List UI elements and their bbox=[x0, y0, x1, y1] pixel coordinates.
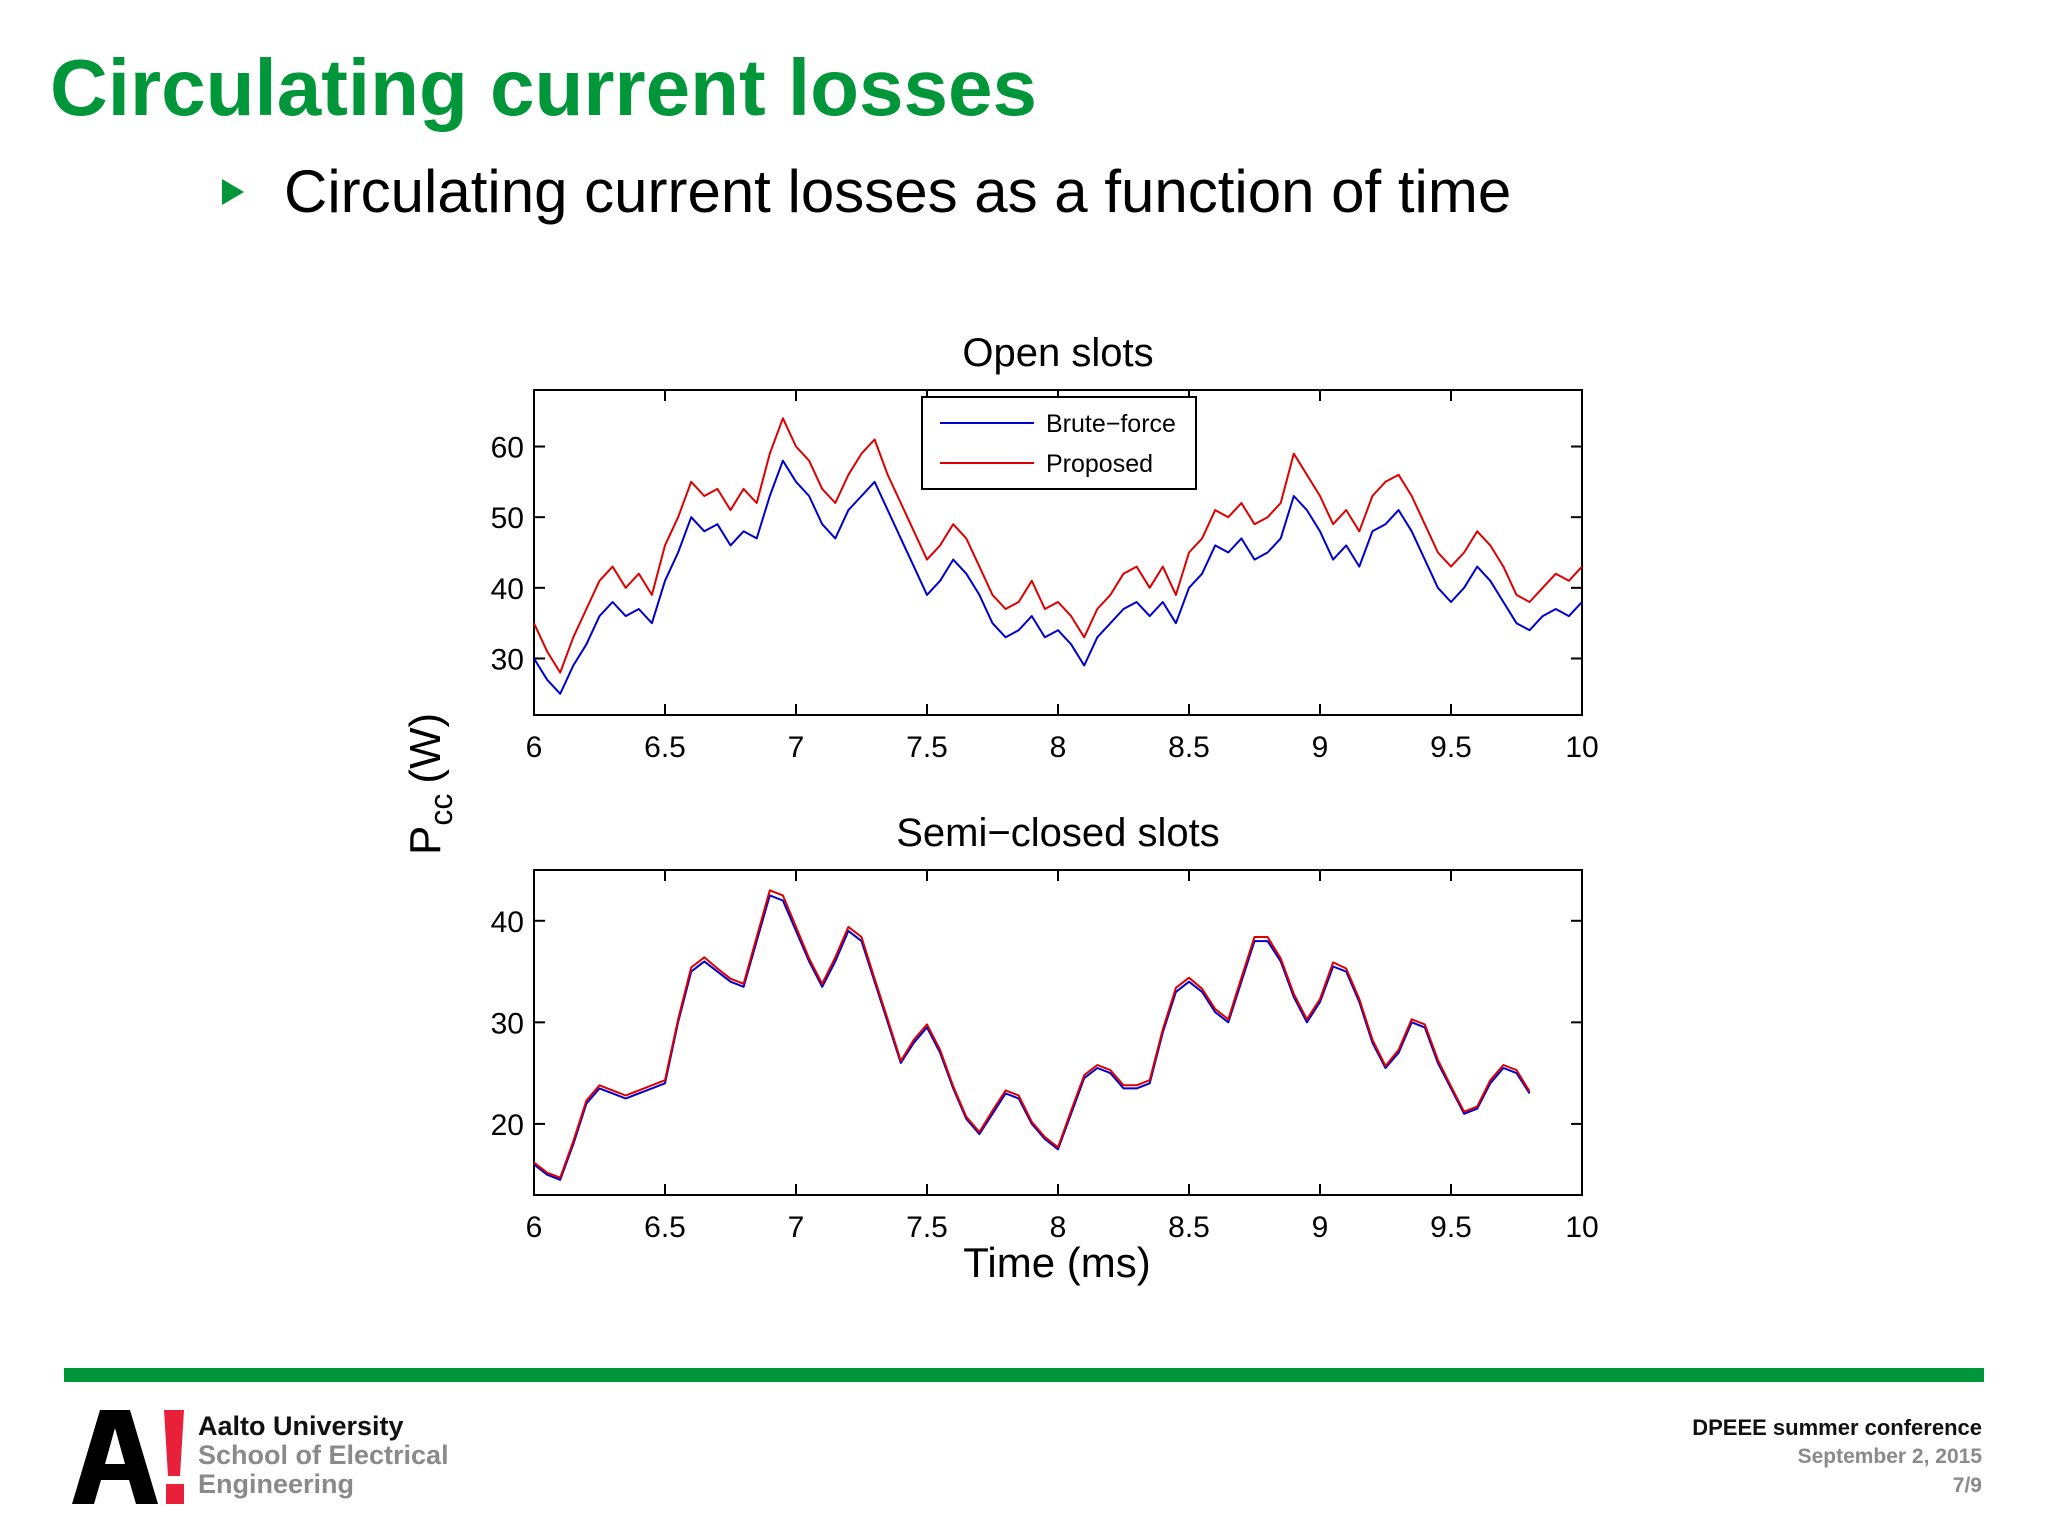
y-tick-label: 60 bbox=[491, 432, 524, 465]
y-axis-label-unit: (W) bbox=[401, 713, 450, 784]
x-tick-label: 8.5 bbox=[1168, 731, 1210, 764]
y-tick-label: 30 bbox=[491, 643, 524, 676]
x-tick-label: 9.5 bbox=[1430, 1211, 1472, 1244]
chart-title-2: Semi−closed slots bbox=[896, 811, 1219, 855]
x-tick-label: 9.5 bbox=[1430, 731, 1472, 764]
series-line-proposed-1 bbox=[533, 417, 1583, 674]
y-tick-label: 40 bbox=[491, 906, 524, 939]
x-tick-label: 7 bbox=[788, 1211, 805, 1244]
university-name: Aalto University bbox=[198, 1411, 404, 1441]
figure: Pcc (W) Time (ms) Open slots 6 6.5 7 7.5 8 8.5 9… bbox=[401, 331, 1599, 1286]
y-axis-label-main: P bbox=[401, 826, 450, 855]
legend-box bbox=[921, 396, 1197, 490]
conference-date: September 2, 2015 bbox=[1797, 1445, 1982, 1468]
page-number: 7/9 bbox=[1952, 1474, 1982, 1497]
x-tick-label: 7.5 bbox=[906, 731, 948, 764]
y-tick-label: 20 bbox=[491, 1109, 524, 1142]
y-tick-label: 40 bbox=[491, 573, 524, 606]
x-tick-label: 6.5 bbox=[644, 731, 686, 764]
x-tick-label: 9 bbox=[1312, 731, 1329, 764]
school-line-1: School of Electrical bbox=[198, 1440, 449, 1470]
bullet-text: Circulating current losses as a function… bbox=[284, 158, 1512, 225]
y-axis-label-sub: cc bbox=[423, 794, 459, 826]
university-block: Aalto University School of Electrical En… bbox=[198, 1412, 449, 1499]
x-tick-label: 10 bbox=[1565, 731, 1598, 764]
conference-name: DPEEE summer conference bbox=[1692, 1415, 1982, 1440]
x-axis-label: Time (ms) bbox=[963, 1239, 1150, 1286]
x-tick-label: 6 bbox=[526, 731, 543, 764]
x-tick-label: 7.5 bbox=[906, 1211, 948, 1244]
slide-title: Circulating current losses bbox=[50, 43, 1037, 132]
triangle-right-icon bbox=[222, 179, 244, 205]
legend-label-brute-force: Brute−force bbox=[1046, 410, 1176, 438]
bullet-point: Circulating current losses as a function… bbox=[222, 152, 1511, 232]
y-axis-label: Pcc (W) bbox=[401, 713, 459, 855]
conference-block: DPEEE summer conference September 2, 201… bbox=[1692, 1413, 1982, 1500]
footer-rule bbox=[64, 1368, 1984, 1382]
x-tick-label: 8 bbox=[1050, 1211, 1067, 1244]
y-tick-label: 50 bbox=[491, 502, 524, 535]
x-tick-label: 7 bbox=[788, 731, 805, 764]
x-tick-label: 8 bbox=[1050, 731, 1067, 764]
series-line-proposed-2 bbox=[533, 889, 1531, 1179]
aalto-a-logo bbox=[72, 1410, 184, 1504]
x-tick-label: 8.5 bbox=[1168, 1211, 1210, 1244]
x-tick-label: 6.5 bbox=[644, 1211, 686, 1244]
x-tick-label: 10 bbox=[1565, 1211, 1598, 1244]
school-line-2: Engineering bbox=[198, 1469, 355, 1499]
chart-title-1: Open slots bbox=[962, 331, 1153, 375]
series-line-brute-force-1 bbox=[533, 459, 1583, 695]
x-tick-label: 6 bbox=[526, 1211, 543, 1244]
legend-label-proposed: Proposed bbox=[1046, 450, 1153, 478]
x-tick-label: 9 bbox=[1312, 1211, 1329, 1244]
y-tick-label: 30 bbox=[491, 1007, 524, 1040]
